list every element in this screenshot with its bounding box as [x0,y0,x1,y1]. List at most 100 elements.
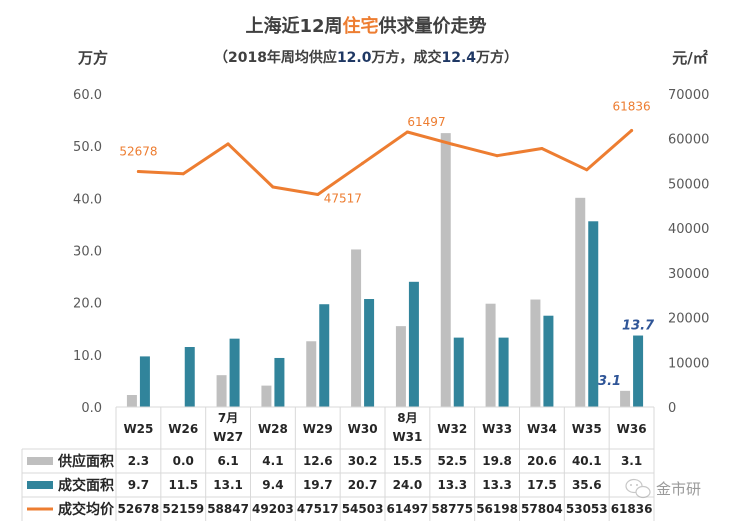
table-cell: 57804 [521,502,563,516]
table-cell: 9.4 [262,478,283,492]
deal-bar [408,281,419,407]
category-month-label: 7月 [218,411,238,425]
row-label: 供应面积 [57,453,114,470]
table-cell: 20.7 [348,478,378,492]
y2-axis-unit: 元/㎡ [672,49,707,67]
category-label: W25 [123,422,153,436]
deal-bar [633,335,644,407]
bar-data-label: 13.7 [622,319,655,334]
supply-bar [440,133,451,407]
category-label: W27 [213,430,243,444]
table-cell: 19.7 [303,478,333,492]
category-label: W36 [617,422,647,436]
table-cell: 15.5 [393,454,423,468]
supply-bar [530,299,541,407]
table-cell: 11.5 [168,478,198,492]
legend-deal-key [27,481,53,489]
title-part: 上海近12周 [245,15,342,37]
title-part: 供求量价走势 [378,15,487,37]
category-label: W35 [572,422,602,436]
price-point [361,161,365,165]
supply-bar [575,197,586,407]
y2-tick-label: 20000 [668,312,709,327]
price-point [271,185,275,189]
row-label: 成交均价 [58,501,115,518]
price-point [630,129,634,133]
price-data-label: 52678 [119,144,157,158]
table-cell: 58847 [207,502,249,516]
y-axis-unit: 万方 [77,49,108,67]
table-cell: 35.6 [572,478,602,492]
price-point [181,172,185,176]
table-cell: 13.1 [213,478,243,492]
y-tick-label: 20.0 [73,297,102,312]
table-cell: 49203 [252,502,294,516]
subtitle-part: （2018年周均供应 [214,49,337,66]
category-label: W30 [348,422,378,436]
category-label: W34 [527,422,557,436]
y-tick-label: 30.0 [73,245,102,260]
table-cell: 61497 [387,502,429,516]
supply-bar [485,303,496,407]
row-label: 成交面积 [58,477,114,494]
price-point [540,147,544,151]
deal-bar [498,337,509,407]
price-point [316,193,320,197]
deal-bar [184,347,195,407]
watermark: 金市研 [625,478,701,499]
price-point [226,142,230,146]
supply-bar [126,395,137,407]
table-cell: 47517 [297,502,339,516]
table-cell: 20.6 [527,454,557,468]
price-data-label: 61497 [407,115,445,129]
table-cell: 9.7 [128,478,149,492]
supply-bar [261,385,272,407]
legend-supply-key [27,457,53,465]
bars [126,133,644,407]
category-label: W31 [392,430,422,444]
table-cell: 53053 [566,502,608,516]
y2-tick-label: 30000 [668,267,709,282]
supply-bar [306,341,317,407]
supply-bar [395,326,406,407]
deal-bar [274,357,285,407]
table-cell: 19.8 [482,454,512,468]
data-labels: 52678 47517 61497 61836 3.1 13.7 [119,100,655,389]
price-data-label: 61836 [612,100,650,114]
category-label: W29 [303,422,333,436]
price-data-label: 47517 [324,192,362,206]
subtitle-deal-avg: 12.4 [441,50,476,66]
table-cell: 6.1 [217,454,238,468]
y-tick-label: 40.0 [73,192,102,207]
bar-data-label: 3.1 [598,374,621,389]
y2-tick-label: 60000 [668,133,709,148]
price-point [495,154,499,158]
table-cell: 40.1 [572,454,602,468]
y2-tick-label: 50000 [668,177,709,192]
price-point [405,130,409,134]
chart-subtitle: （2018年周均供应12.0万方，成交12.4万方） [214,49,518,66]
table-cell: 13.3 [437,478,467,492]
price-point [450,142,454,146]
deal-bar [453,337,464,407]
subtitle-part: 万方） [475,49,518,66]
deal-bar [139,356,150,407]
table-cell: 61836 [611,502,653,516]
wechat-icon [625,478,651,499]
table-cell: 0.0 [173,454,194,468]
supply-bar [620,390,631,407]
table-cell: 2.3 [128,454,149,468]
category-month-label: 8月 [397,411,417,425]
subtitle-part: 万方，成交 [370,49,441,66]
y-tick-label: 50.0 [73,140,102,155]
deal-bar [543,315,554,407]
category-label: W26 [168,422,198,436]
table-cell: 52159 [162,502,204,516]
deal-bar [229,338,240,407]
y2-tick-label: 40000 [668,222,709,237]
table-cell: 52678 [118,502,160,516]
y2-axis-ticks: 0 10000 20000 30000 40000 50000 60000 70000 [668,88,709,416]
table-cell: 12.6 [303,454,333,468]
y2-tick-label: 70000 [668,88,709,103]
title-accent: 住宅 [343,15,379,37]
